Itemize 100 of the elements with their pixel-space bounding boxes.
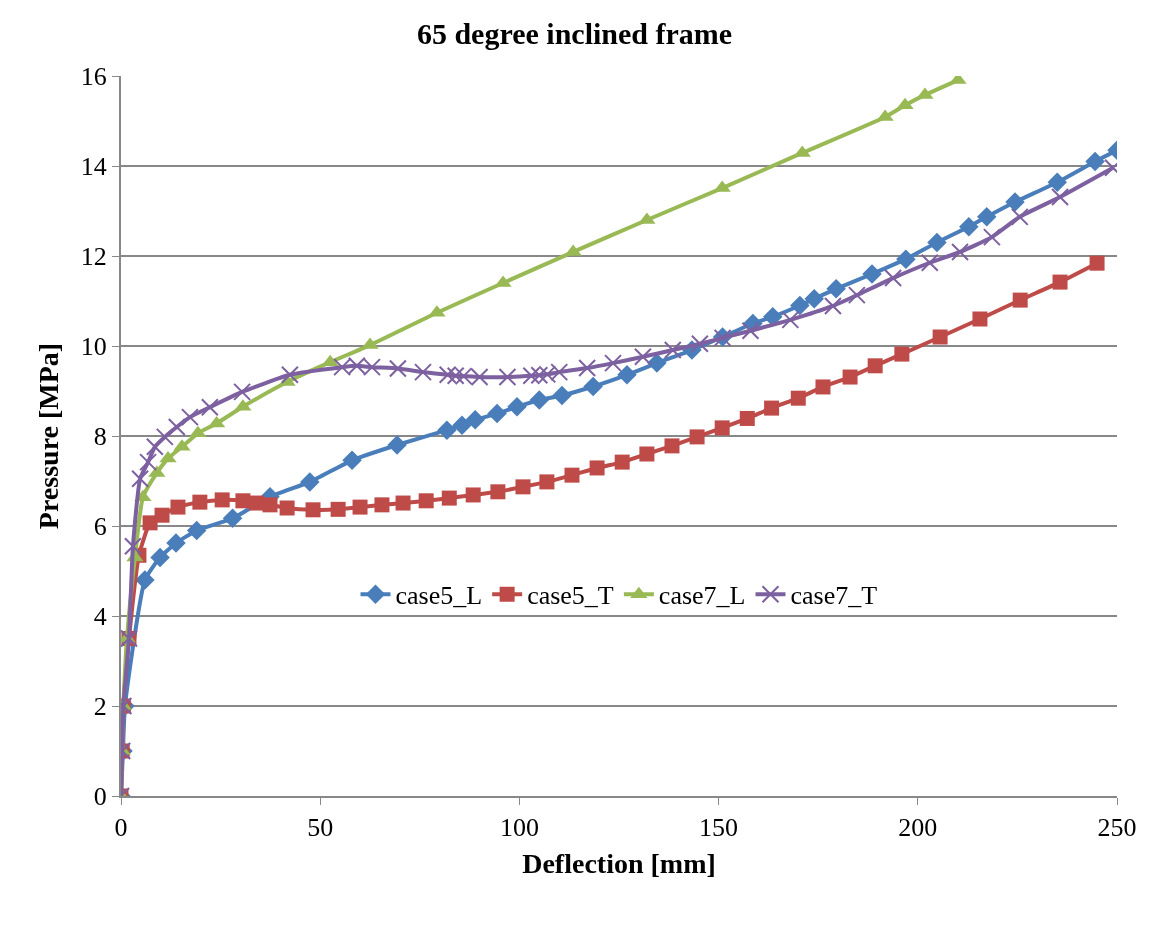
point bbox=[465, 487, 481, 503]
point bbox=[342, 450, 362, 471]
point bbox=[135, 570, 155, 590]
point bbox=[1052, 274, 1068, 290]
point bbox=[507, 397, 527, 417]
legend-label: case5_T bbox=[527, 581, 614, 611]
point bbox=[842, 369, 858, 385]
point bbox=[847, 286, 866, 305]
point bbox=[884, 269, 903, 288]
legend-label: case5_L bbox=[395, 581, 483, 611]
point bbox=[487, 403, 507, 424]
x-tick-label: 250 bbox=[1097, 813, 1137, 843]
point bbox=[465, 410, 485, 430]
point bbox=[441, 490, 457, 506]
point bbox=[235, 493, 251, 509]
y-tick-label: 8 bbox=[93, 422, 107, 452]
point bbox=[150, 547, 170, 568]
y-tick-label: 12 bbox=[80, 242, 107, 272]
point bbox=[539, 474, 555, 490]
x-axis-title: Deflection [mm] bbox=[522, 847, 716, 879]
point bbox=[387, 435, 407, 455]
y-tick-label: 4 bbox=[93, 602, 107, 632]
point bbox=[515, 479, 531, 495]
point bbox=[374, 497, 390, 513]
point bbox=[639, 446, 655, 462]
point bbox=[614, 454, 630, 470]
point bbox=[972, 311, 988, 327]
point bbox=[589, 460, 605, 476]
x-tick-label: 0 bbox=[114, 813, 128, 843]
point bbox=[578, 359, 597, 378]
point bbox=[959, 217, 979, 237]
x-tick-label: 200 bbox=[898, 813, 938, 843]
point bbox=[189, 425, 207, 438]
point bbox=[418, 493, 434, 509]
point bbox=[714, 420, 730, 436]
point bbox=[222, 508, 243, 529]
point bbox=[932, 329, 948, 345]
point bbox=[1051, 188, 1070, 207]
legend-label: case7_L bbox=[658, 581, 746, 611]
point bbox=[279, 500, 295, 516]
y-tick-label: 2 bbox=[93, 692, 107, 722]
point bbox=[490, 484, 506, 500]
legend-label: case7_T bbox=[790, 581, 878, 611]
point bbox=[529, 390, 550, 410]
point bbox=[1010, 207, 1029, 226]
point bbox=[564, 467, 580, 483]
x-tick-label: 50 bbox=[307, 813, 334, 843]
point bbox=[739, 410, 755, 426]
point bbox=[790, 295, 810, 316]
point bbox=[352, 499, 368, 515]
point bbox=[530, 366, 549, 385]
y-axis-title: Pressure [MPa] bbox=[33, 342, 64, 530]
point bbox=[826, 279, 846, 299]
point bbox=[1012, 292, 1028, 308]
point bbox=[896, 249, 916, 269]
point bbox=[388, 359, 407, 378]
point bbox=[862, 264, 882, 284]
point bbox=[145, 437, 164, 456]
point bbox=[663, 341, 682, 360]
x-tick-label: 100 bbox=[499, 813, 539, 843]
point bbox=[552, 385, 572, 406]
point bbox=[186, 520, 207, 541]
point bbox=[170, 499, 186, 515]
point bbox=[804, 289, 824, 309]
point bbox=[550, 363, 569, 382]
point bbox=[823, 296, 842, 315]
point bbox=[498, 368, 517, 387]
point bbox=[280, 365, 299, 384]
point bbox=[951, 242, 970, 261]
point bbox=[452, 415, 472, 435]
point bbox=[395, 495, 411, 511]
point bbox=[180, 408, 199, 427]
point bbox=[982, 228, 1001, 247]
point bbox=[583, 376, 603, 397]
point bbox=[413, 363, 432, 382]
y-tick-label: 14 bbox=[80, 152, 107, 182]
point bbox=[741, 321, 760, 340]
point bbox=[664, 438, 680, 454]
point bbox=[154, 507, 170, 523]
point bbox=[233, 382, 252, 401]
point bbox=[790, 390, 806, 406]
y-tick-label: 6 bbox=[93, 512, 107, 542]
point bbox=[1089, 255, 1105, 271]
point bbox=[192, 494, 208, 510]
point bbox=[689, 429, 705, 445]
y-tick-label: 10 bbox=[80, 332, 107, 362]
point bbox=[437, 420, 457, 440]
x-tick-label: 150 bbox=[699, 813, 739, 843]
point bbox=[894, 346, 910, 362]
point bbox=[920, 253, 939, 272]
point bbox=[764, 400, 780, 416]
point bbox=[815, 379, 831, 395]
point bbox=[262, 497, 278, 513]
point bbox=[139, 453, 158, 472]
point bbox=[867, 358, 883, 374]
point bbox=[633, 347, 652, 366]
point bbox=[300, 472, 320, 492]
point bbox=[330, 501, 346, 517]
point bbox=[927, 232, 947, 253]
chart-title: 65 degree inclined frame bbox=[416, 17, 733, 51]
